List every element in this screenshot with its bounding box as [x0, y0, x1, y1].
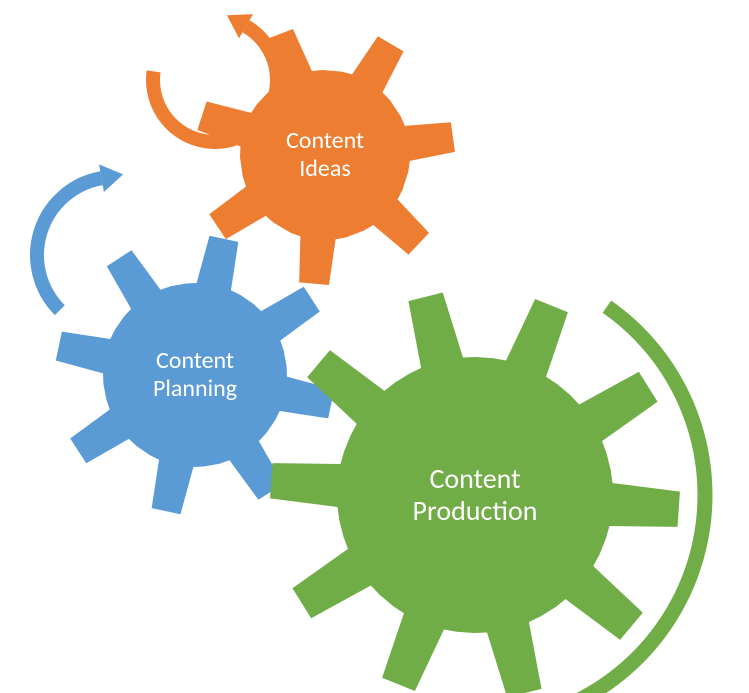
diagram-stage: Content Planning Content Ideas Content P…: [0, 0, 749, 693]
arrow-green-icon: [198, 218, 749, 693]
